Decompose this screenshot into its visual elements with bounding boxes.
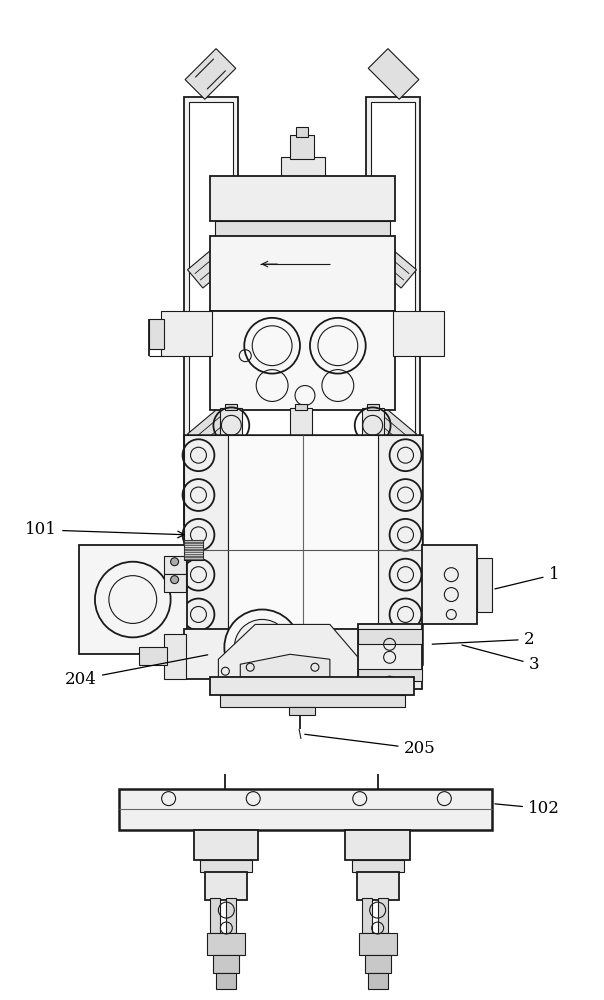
Bar bbox=[164, 634, 185, 679]
Bar bbox=[295, 404, 307, 410]
Bar bbox=[365, 97, 420, 525]
Bar bbox=[290, 408, 312, 436]
Bar bbox=[393, 311, 445, 356]
Bar bbox=[359, 933, 397, 955]
Bar bbox=[365, 955, 391, 973]
Circle shape bbox=[234, 619, 290, 675]
Bar bbox=[188, 102, 233, 520]
Polygon shape bbox=[187, 244, 233, 288]
Bar bbox=[477, 558, 492, 612]
Polygon shape bbox=[371, 244, 417, 288]
Bar bbox=[378, 898, 388, 933]
Bar bbox=[367, 404, 379, 410]
Bar bbox=[184, 557, 204, 559]
Bar bbox=[378, 435, 422, 664]
Bar bbox=[184, 435, 228, 664]
Polygon shape bbox=[371, 408, 417, 452]
Bar bbox=[362, 408, 384, 436]
Text: 102: 102 bbox=[495, 800, 560, 817]
Bar bbox=[357, 872, 399, 900]
Bar bbox=[358, 629, 422, 644]
Bar bbox=[358, 669, 422, 681]
Bar bbox=[205, 872, 247, 900]
Polygon shape bbox=[368, 49, 419, 99]
Bar bbox=[362, 898, 371, 933]
Bar bbox=[210, 311, 394, 410]
Text: 101: 101 bbox=[25, 521, 184, 538]
Bar bbox=[184, 550, 204, 552]
Circle shape bbox=[170, 576, 179, 584]
Polygon shape bbox=[219, 624, 360, 679]
Text: 2: 2 bbox=[432, 631, 535, 648]
Bar bbox=[184, 97, 239, 525]
Bar bbox=[193, 830, 258, 860]
Bar bbox=[368, 973, 388, 989]
Circle shape bbox=[246, 631, 278, 663]
Bar bbox=[139, 647, 167, 665]
Bar bbox=[184, 540, 204, 560]
Bar bbox=[210, 236, 394, 311]
Bar bbox=[184, 554, 204, 556]
Bar bbox=[161, 311, 213, 356]
Bar bbox=[184, 547, 204, 549]
Bar bbox=[220, 695, 405, 707]
Bar bbox=[358, 624, 422, 689]
Polygon shape bbox=[187, 408, 233, 452]
Text: 3: 3 bbox=[462, 645, 539, 673]
Circle shape bbox=[224, 609, 300, 685]
Bar bbox=[119, 789, 492, 830]
Bar bbox=[228, 435, 378, 664]
Bar bbox=[226, 898, 236, 933]
Bar bbox=[216, 221, 390, 236]
Bar bbox=[210, 898, 220, 933]
Bar bbox=[289, 707, 315, 715]
Bar bbox=[201, 860, 252, 872]
Bar bbox=[213, 955, 239, 973]
Bar bbox=[210, 677, 414, 695]
Polygon shape bbox=[185, 49, 236, 99]
Bar bbox=[220, 408, 242, 436]
Text: 204: 204 bbox=[65, 655, 208, 688]
Bar bbox=[184, 629, 422, 679]
Bar bbox=[216, 973, 236, 989]
Circle shape bbox=[170, 558, 179, 566]
Bar bbox=[290, 135, 314, 159]
Bar bbox=[422, 545, 477, 624]
Bar bbox=[164, 556, 185, 574]
Bar bbox=[345, 830, 410, 860]
Bar bbox=[79, 545, 187, 654]
Text: 205: 205 bbox=[305, 734, 435, 757]
Bar bbox=[164, 574, 185, 592]
Bar bbox=[210, 176, 394, 221]
Bar bbox=[296, 127, 308, 137]
Bar bbox=[184, 543, 204, 545]
Bar bbox=[281, 157, 325, 178]
Bar bbox=[371, 102, 416, 520]
Bar bbox=[207, 933, 245, 955]
Bar bbox=[184, 540, 204, 542]
Text: 1: 1 bbox=[495, 566, 559, 589]
Bar bbox=[184, 435, 422, 664]
Bar bbox=[352, 860, 403, 872]
Bar bbox=[225, 404, 237, 410]
Bar bbox=[149, 319, 164, 349]
Polygon shape bbox=[240, 654, 330, 677]
